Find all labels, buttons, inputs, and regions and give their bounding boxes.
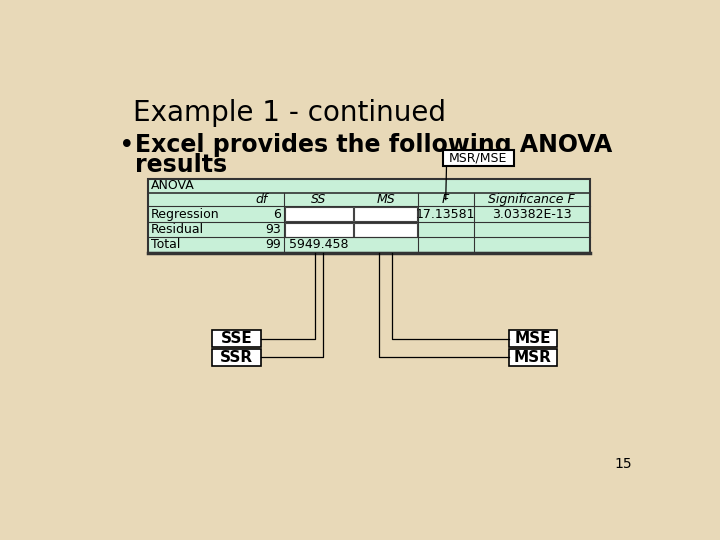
Text: 3.03382E-13: 3.03382E-13 [492, 208, 572, 221]
Text: Example 1 - continued: Example 1 - continued [132, 99, 446, 127]
Text: Regression: Regression [151, 208, 220, 221]
FancyBboxPatch shape [284, 207, 353, 221]
Text: MSR/MSE: MSR/MSE [449, 151, 508, 165]
Text: 6: 6 [273, 208, 281, 221]
Text: Significance F: Significance F [488, 193, 575, 206]
FancyBboxPatch shape [212, 349, 261, 366]
Text: Excel provides the following ANOVA: Excel provides the following ANOVA [135, 132, 612, 157]
Text: SS: SS [311, 193, 326, 206]
Text: 99: 99 [265, 239, 281, 252]
Text: Total: Total [151, 239, 181, 252]
FancyBboxPatch shape [148, 179, 590, 253]
Text: df: df [256, 193, 268, 206]
FancyBboxPatch shape [508, 330, 557, 347]
Text: SSE: SSE [220, 332, 252, 347]
FancyBboxPatch shape [354, 222, 417, 237]
Text: Residual: Residual [151, 223, 204, 236]
FancyBboxPatch shape [284, 222, 353, 237]
Text: 17.13581: 17.13581 [416, 208, 475, 221]
Text: MS: MS [377, 193, 395, 206]
FancyBboxPatch shape [354, 207, 417, 221]
Text: 15: 15 [615, 457, 632, 471]
Text: ANOVA: ANOVA [151, 179, 195, 192]
Text: MSR: MSR [513, 350, 552, 365]
FancyBboxPatch shape [212, 330, 261, 347]
Text: results: results [135, 153, 227, 177]
Text: SSR: SSR [220, 350, 253, 365]
Text: MSE: MSE [514, 332, 551, 347]
Text: 5949.458: 5949.458 [289, 239, 348, 252]
Text: F: F [442, 193, 449, 206]
Text: •: • [120, 132, 135, 159]
Text: 93: 93 [265, 223, 281, 236]
FancyBboxPatch shape [443, 150, 514, 166]
FancyBboxPatch shape [508, 349, 557, 366]
